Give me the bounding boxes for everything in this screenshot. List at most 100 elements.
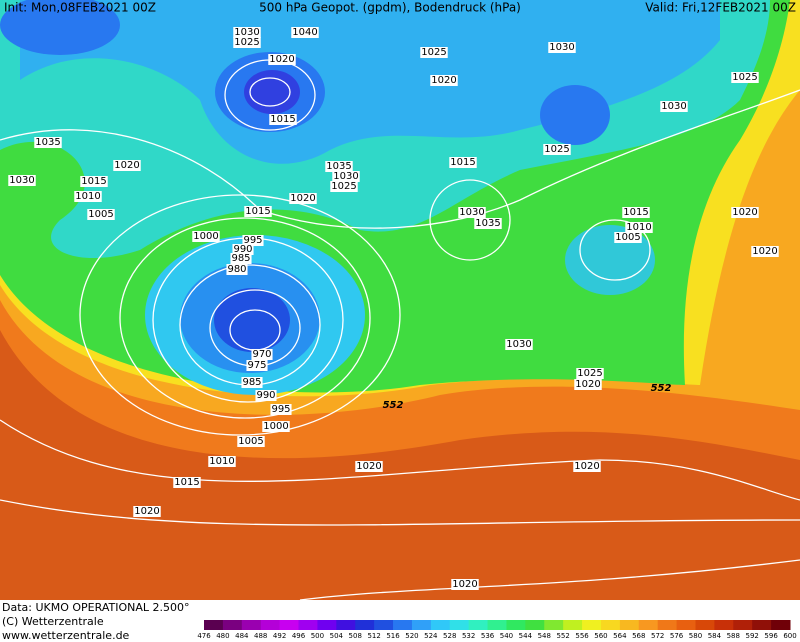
- colorbar-swatch: [544, 620, 564, 630]
- isobar-label: 1000: [263, 421, 288, 432]
- colorbar-label: 488: [254, 632, 267, 640]
- isobar-label: 1010: [75, 191, 100, 202]
- label-bg: [74, 191, 102, 202]
- isobar-label: 1015: [270, 114, 295, 125]
- isobar-label: 1020: [752, 246, 777, 257]
- colorbar-swatch: [411, 620, 432, 630]
- init-time: Init: Mon,08FEB2021 00Z: [4, 1, 156, 15]
- label-bg: [237, 436, 265, 447]
- colorbar-swatch: [204, 620, 224, 630]
- isobar-label: 1030: [9, 175, 34, 186]
- colorbar-label: 556: [575, 632, 589, 640]
- isobar-label: 1015: [81, 176, 106, 187]
- colorbar-swatch: [241, 620, 262, 630]
- colorbar-label: 588: [727, 632, 740, 640]
- label-bg: [244, 206, 272, 217]
- contour-label: 552: [651, 383, 672, 394]
- colorbar-label: 552: [556, 632, 569, 640]
- colorbar-swatch: [430, 620, 451, 630]
- label-bg: [332, 171, 360, 182]
- isobar-label: 990: [233, 244, 252, 255]
- label-bg: [751, 246, 779, 257]
- colorbar-swatch: [260, 620, 281, 630]
- label-bg: [232, 244, 254, 255]
- label-bg: [574, 379, 602, 390]
- label-bg: [242, 235, 264, 246]
- colorbar-label: 496: [292, 632, 306, 640]
- colorbar-label: 512: [367, 632, 380, 640]
- label-bg: [420, 47, 448, 58]
- colorbar-label: 532: [462, 632, 475, 640]
- colorbar-swatch: [525, 620, 545, 630]
- isobar-label: 1040: [292, 27, 317, 38]
- contour-label: 552: [383, 400, 404, 411]
- isobar-label: 1020: [575, 379, 600, 390]
- label-bg: [625, 222, 653, 233]
- colorbar-label: 560: [594, 632, 607, 640]
- data-source: Data: UKMO OPERATIONAL 2.500°: [2, 601, 189, 614]
- colorbar-label: 492: [273, 632, 286, 640]
- colorbar-label: 568: [632, 632, 645, 640]
- colorbar-swatch: [600, 620, 621, 630]
- isobar-label: 1030: [661, 101, 686, 112]
- isobar-label: 1035: [475, 218, 500, 229]
- isobar-label: 1015: [450, 157, 475, 168]
- colorbar-swatch: [619, 620, 640, 630]
- colorbar-label: 484: [235, 632, 249, 640]
- label-bg: [251, 349, 273, 360]
- valid-time: Valid: Fri,12FEB2021 00Z: [645, 1, 796, 15]
- isobar-label: 1030: [333, 171, 358, 182]
- background-fields: [0, 0, 800, 600]
- label-bg: [255, 390, 277, 401]
- colorbar-label: 600: [783, 632, 796, 640]
- label-bg: [233, 37, 261, 48]
- isobar-label: 985: [231, 253, 250, 264]
- colorbar-label: 540: [500, 632, 513, 640]
- isobar-label: 975: [247, 360, 266, 371]
- colorbar-label: 516: [386, 632, 400, 640]
- isobar-label: 1030: [506, 339, 531, 350]
- colorbar-label: 500: [311, 632, 324, 640]
- colorbar-swatch: [714, 620, 734, 630]
- label-bg: [731, 72, 759, 83]
- colorbar-swatch: [676, 620, 696, 630]
- label-bg: [458, 207, 486, 218]
- label-bg: [226, 264, 248, 275]
- label-bg: [325, 161, 353, 172]
- colorbar-swatch: [506, 620, 526, 630]
- isobar-label: 1020: [452, 579, 477, 590]
- colorbar-swatch: [695, 620, 715, 630]
- colorbar-swatch: [771, 620, 791, 630]
- colorbar-label: 564: [613, 632, 627, 640]
- label-bg: [8, 175, 36, 186]
- colorbar-label: 528: [443, 632, 456, 640]
- label-bg: [731, 207, 759, 218]
- colorbar-swatch: [279, 620, 300, 630]
- colorbar-swatch: [582, 620, 602, 630]
- isobar-label: 1025: [331, 181, 356, 192]
- label-bg: [430, 75, 458, 86]
- colorbar-label: 548: [538, 632, 551, 640]
- label-bg: [87, 209, 115, 220]
- isobar-label: 980: [227, 264, 246, 275]
- isobar-label: 1005: [88, 209, 113, 220]
- colorbar-label: 508: [349, 632, 362, 640]
- isobar-label: 1015: [623, 207, 648, 218]
- isobar-label: 1020: [431, 75, 456, 86]
- label-bg: [241, 377, 263, 388]
- colorbar-swatch: [336, 620, 356, 630]
- isobar-label: 1020: [732, 207, 757, 218]
- colorbar-swatch: [752, 620, 772, 630]
- isobar-label: 1015: [245, 206, 270, 217]
- label-bg: [269, 114, 297, 125]
- label-bg: [208, 456, 236, 467]
- isobar-label: 1025: [732, 72, 757, 83]
- label-bg: [291, 27, 319, 38]
- colorbar-label: 524: [424, 632, 438, 640]
- colorbar-swatch: [563, 620, 583, 630]
- isobar-label: 990: [256, 390, 275, 401]
- colorbar-label: 596: [764, 632, 778, 640]
- label-bg: [246, 360, 268, 371]
- colorbar-label: 476: [197, 632, 211, 640]
